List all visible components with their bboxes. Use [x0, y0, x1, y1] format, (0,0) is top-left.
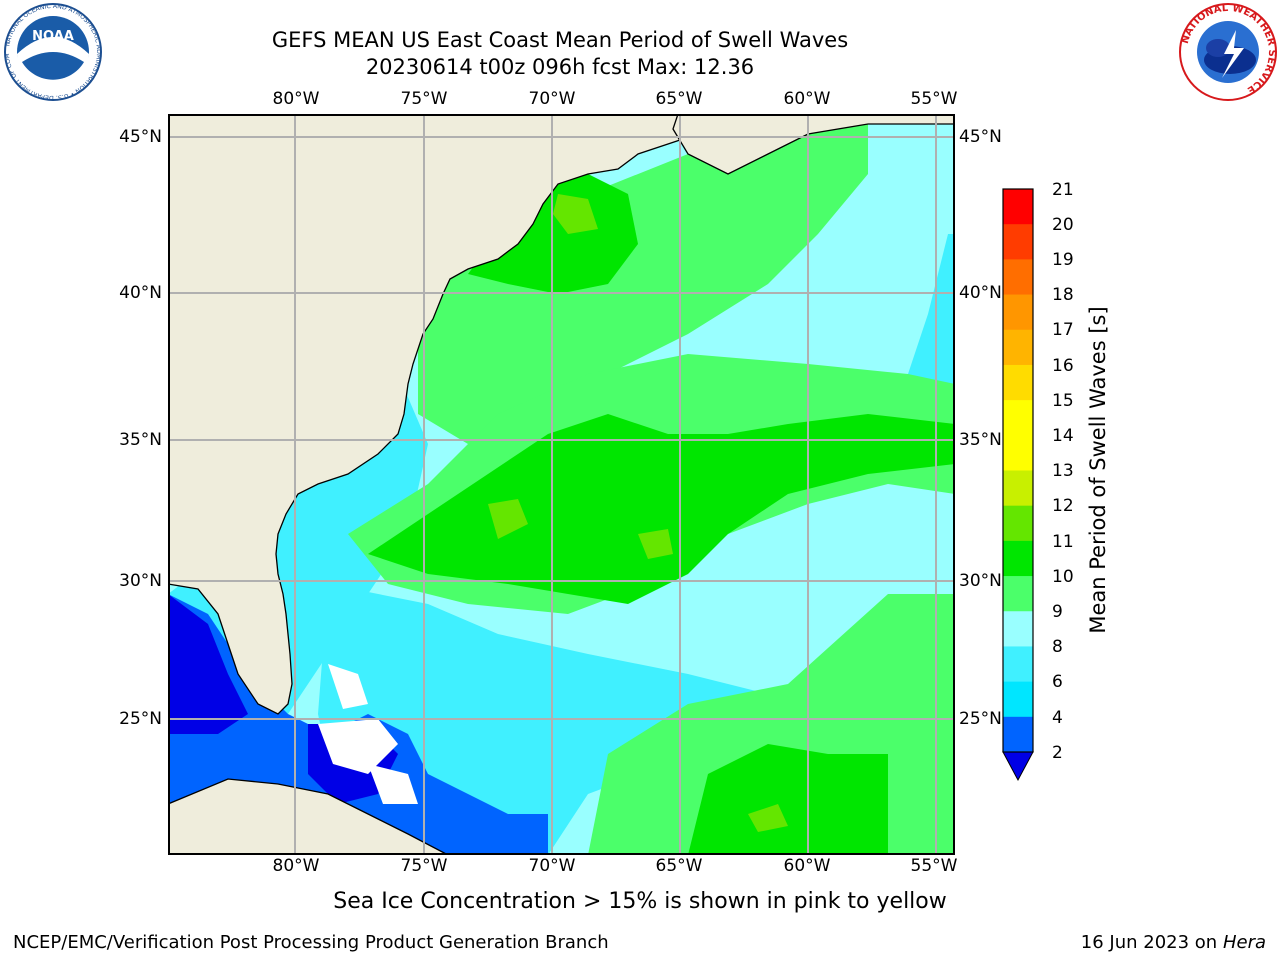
colorbar-tick-14: 14 [1052, 426, 1074, 446]
lon-label-top-60w: 60°W [783, 89, 831, 109]
lat-label-left-45n: 45°N [119, 127, 162, 147]
lon-label-top-80w: 80°W [272, 89, 320, 109]
lon-label-top-55w: 55°W [910, 89, 958, 109]
colorbar-under-triangle [1002, 751, 1034, 782]
sea-ice-footnote: Sea Ice Concentration > 15% is shown in … [333, 889, 947, 914]
colorbar-tick-20: 20 [1052, 215, 1074, 235]
lon-label-top-65w: 65°W [655, 89, 703, 109]
colorbar-tick-12: 12 [1052, 496, 1074, 516]
map-subtitle: 20230614 t00z 096h fcst Max: 12.36 [365, 55, 755, 79]
lat-label-left-30n: 30°N [119, 571, 162, 591]
cuba-land [168, 778, 449, 855]
colorbar-tick-13: 13 [1052, 461, 1074, 481]
swell-region-below-2s-southwest [168, 594, 398, 855]
lon-label-bottom-80w: 80°W [272, 856, 320, 876]
lon-label-bottom-55w: 55°W [910, 856, 958, 876]
map-title: GEFS MEAN US East Coast Mean Period of S… [271, 28, 849, 52]
colorbar-label: Mean Period of Swell Waves [s] [1086, 306, 1110, 634]
colorbar-tick-6: 6 [1052, 672, 1063, 692]
generation-date-credit: 16 Jun 2023 on Hera [1081, 932, 1266, 953]
colorbar-bin-20-21 [1003, 189, 1033, 225]
lat-label-right-30n: 30°N [959, 571, 1002, 591]
lon-label-top-70w: 70°W [528, 89, 576, 109]
colorbar-bin-19-20 [1003, 224, 1033, 260]
bahamas-islands [318, 664, 418, 804]
nws-logo: NATIONAL WEATHER SERVICE [1179, 3, 1277, 101]
generation-host: Hera [1222, 932, 1266, 953]
colorbar-bin-15-16 [1003, 364, 1033, 401]
colorbar-frame [1002, 188, 1034, 753]
colorbar-bin-2-4 [1003, 716, 1033, 753]
swell-region-11-12s-north [553, 194, 598, 234]
swell-region-6-8s-east [908, 234, 955, 414]
colorbar [1002, 188, 1034, 782]
colorbar-bin-14-15 [1003, 400, 1033, 436]
lon-label-bottom-65w: 65°W [655, 856, 703, 876]
lat-label-left-35n: 35°N [119, 430, 162, 450]
lat-label-left-25n: 25°N [119, 709, 162, 729]
lon-label-bottom-75w: 75°W [400, 856, 448, 876]
colorbar-bin-4-6 [1003, 681, 1033, 718]
lat-label-left-40n: 40°N [119, 283, 162, 303]
colorbar-tick-10: 10 [1052, 567, 1074, 587]
colorbar-bin-16-17 [1003, 329, 1033, 366]
lat-label-right-45n: 45°N [959, 127, 1002, 147]
lon-label-top-75w: 75°W [400, 89, 448, 109]
colorbar-bin-6-8 [1003, 646, 1033, 683]
colorbar-tick-2: 2 [1052, 743, 1063, 763]
colorbar-tick-18: 18 [1052, 285, 1074, 305]
colorbar-bin-13-14 [1003, 435, 1033, 471]
us-mainland [168, 114, 769, 715]
producer-credit: NCEP/EMC/Verification Post Processing Pr… [13, 932, 609, 953]
colorbar-tick-19: 19 [1052, 250, 1074, 270]
swell-region-10-11s-southeast [688, 744, 888, 855]
colorbar-bin-11-12 [1003, 505, 1033, 542]
lon-label-bottom-70w: 70°W [528, 856, 576, 876]
map-gridlines [168, 114, 955, 855]
colorbar-tick-16: 16 [1052, 356, 1074, 376]
colorbar-bin-9-10 [1003, 576, 1033, 612]
noaa-logo: NATIONAL OCEANIC AND ATMOSPHERIC ADMINIS… [2, 2, 102, 101]
colorbar-bin-10-11 [1003, 540, 1033, 577]
colorbar-tick-4: 4 [1052, 708, 1063, 728]
colorbar-bin-17-18 [1003, 294, 1033, 331]
swell-period-map [168, 114, 955, 855]
noaa-logo-text: NOAA [32, 29, 74, 44]
colorbar-bin-12-13 [1003, 470, 1033, 507]
lat-label-right-40n: 40°N [959, 283, 1002, 303]
lat-label-right-35n: 35°N [959, 430, 1002, 450]
colorbar-tick-21: 21 [1052, 180, 1074, 200]
colorbar-tick-11: 11 [1052, 532, 1074, 552]
colorbar-tick-9: 9 [1052, 602, 1063, 622]
lon-label-bottom-60w: 60°W [783, 856, 831, 876]
colorbar-tick-15: 15 [1052, 391, 1074, 411]
colorbar-tick-8: 8 [1052, 637, 1063, 657]
swell-region-9-10s-north [418, 124, 868, 444]
map-frame [168, 114, 955, 855]
lat-label-right-25n: 25°N [959, 709, 1002, 729]
colorbar-bin-18-19 [1003, 259, 1033, 296]
generation-date: 16 Jun 2023 on [1080, 932, 1218, 953]
colorbar-bin-8-9 [1003, 611, 1033, 647]
colorbar-tick-17: 17 [1052, 320, 1074, 340]
